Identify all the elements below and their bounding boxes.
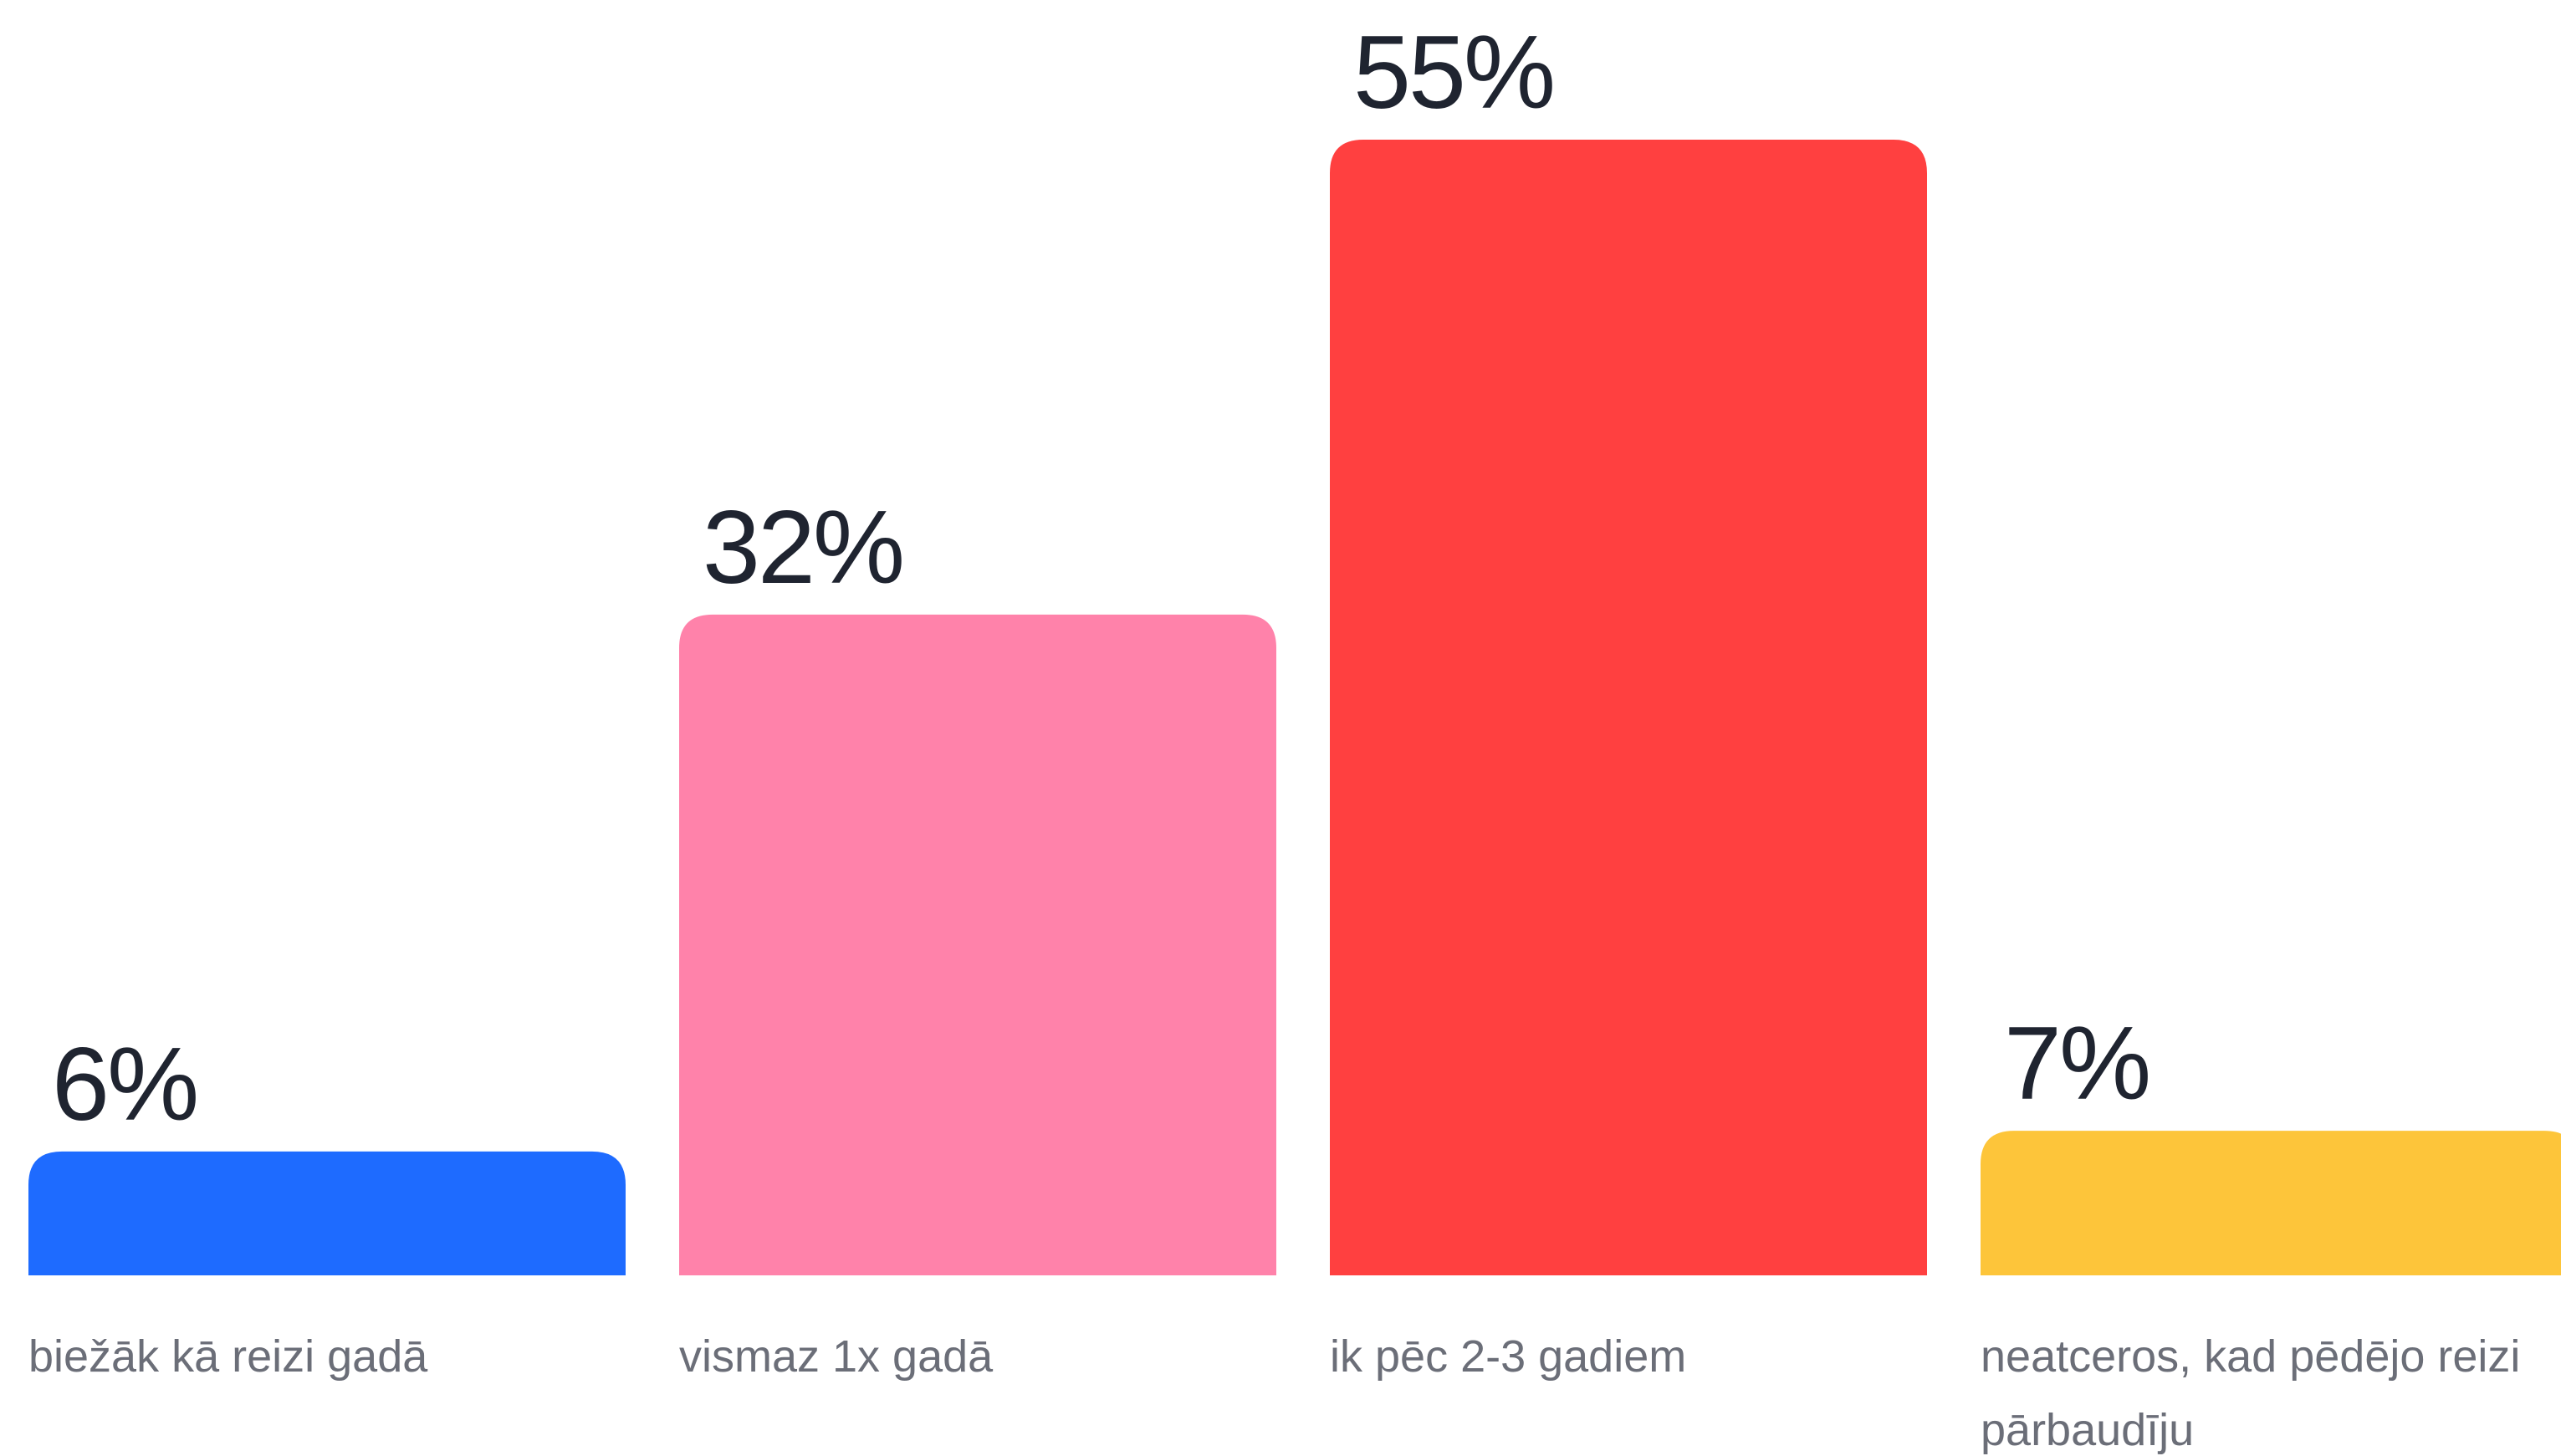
- category-label-3: ik pēc 2-3 gadiem: [1330, 1331, 1686, 1382]
- value-labels-group: 6% 32% 55% 7%: [52, 15, 2151, 1142]
- bars-group: [28, 140, 2561, 1275]
- bar-4: [1981, 1131, 2561, 1275]
- category-label-1: biežāk kā reizi gadā: [28, 1331, 428, 1382]
- category-labels-group: biežāk kā reizi gadā vismaz 1x gadā ik pēc…: [28, 1331, 2520, 1455]
- bar-value-label-4: 7%: [2004, 1006, 2149, 1121]
- bar-value-label-3: 55%: [1353, 15, 1553, 130]
- bar-value-label-2: 32%: [703, 490, 902, 605]
- bar-value-label-1: 6%: [52, 1027, 197, 1142]
- category-label-4: neatceros, kad pēdējo reizi pārbaudīju: [1981, 1331, 2520, 1455]
- bar-2: [679, 614, 1276, 1275]
- bar-3: [1330, 140, 1927, 1275]
- category-label-2: vismaz 1x gadā: [679, 1331, 994, 1382]
- bar-1: [28, 1151, 626, 1275]
